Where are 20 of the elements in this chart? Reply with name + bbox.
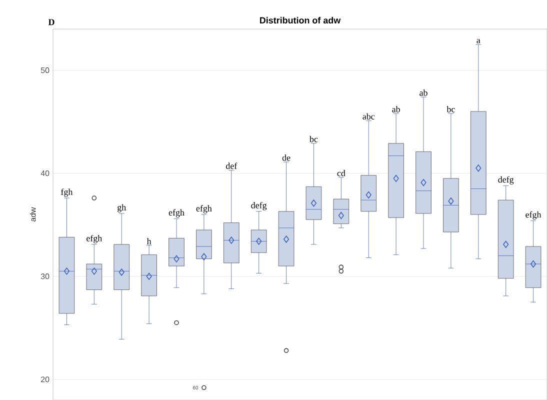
- annotation: efgh: [196, 205, 212, 214]
- annotation: efgh: [526, 211, 542, 220]
- annotation: bc: [446, 106, 455, 112]
- annotation: defg: [251, 202, 267, 210]
- text: D: [48, 19, 54, 26]
- annotation: fgh: [61, 188, 73, 197]
- annotation: abc: [362, 113, 375, 120]
- annotation: h: [146, 238, 152, 244]
- annotation: efgh: [86, 234, 102, 244]
- annotation: ab: [420, 90, 428, 96]
- annotation: defg: [498, 176, 514, 184]
- annotation: cd: [337, 170, 346, 176]
- annotation: bc: [309, 136, 318, 142]
- annotation: efgh: [168, 209, 184, 218]
- annotation: a: [476, 38, 480, 44]
- annotation: gh: [118, 204, 126, 212]
- chart-title: Distribution of adw: [260, 16, 341, 24]
- annotation: def: [226, 162, 238, 169]
- annotation: de: [282, 154, 290, 161]
- annotation: ab: [392, 106, 400, 112]
